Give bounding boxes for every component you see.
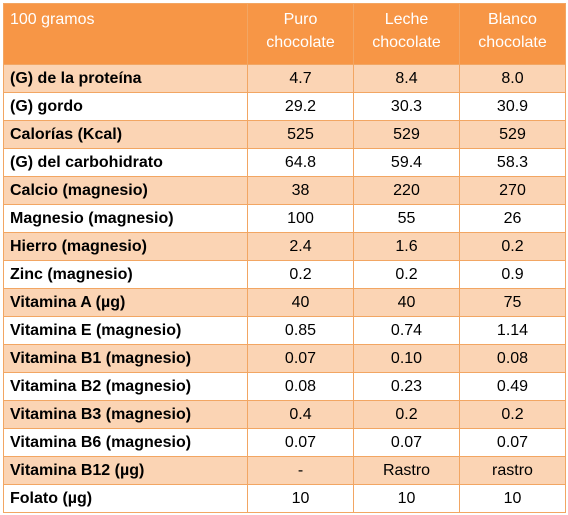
row-value: 0.4 — [247, 400, 354, 429]
table-body: (G) de la proteína 4.7 8.4 8.0 (G) gordo 29.2… — [3, 64, 566, 513]
table-row: (G) del carbohidrato 64.8 59.4 58.3 — [3, 148, 566, 177]
table-row: Vitamina B12 (µg) - Rastro rastro — [3, 456, 566, 485]
row-value: - — [247, 456, 354, 485]
row-value: 0.85 — [247, 316, 354, 345]
row-value: 40 — [353, 288, 460, 317]
row-value: 58.3 — [459, 148, 566, 177]
row-label: Vitamina B6 (magnesio) — [3, 428, 248, 457]
row-value: rastro — [459, 456, 566, 485]
header-col-line1: Puro — [283, 11, 318, 28]
row-label: (G) del carbohidrato — [3, 148, 248, 177]
row-label: Folato (µg) — [3, 484, 248, 513]
header-col-blanco: Blanco chocolate — [459, 3, 566, 65]
row-value: 10 — [459, 484, 566, 513]
nutrition-table-container: 100 gramos Puro chocolate Leche chocolat… — [3, 3, 566, 513]
row-value: 270 — [459, 176, 566, 205]
row-label: Calorías (Kcal) — [3, 120, 248, 149]
header-row: 100 gramos Puro chocolate Leche chocolat… — [3, 3, 566, 65]
row-label: Hierro (magnesio) — [3, 232, 248, 261]
row-label: Vitamina B12 (µg) — [3, 456, 248, 485]
table-row: (G) gordo 29.2 30.3 30.9 — [3, 92, 566, 121]
table-row: (G) de la proteína 4.7 8.4 8.0 — [3, 64, 566, 93]
row-value: 525 — [247, 120, 354, 149]
row-value: 55 — [353, 204, 460, 233]
table-row: Calorías (Kcal) 525 529 529 — [3, 120, 566, 149]
row-value: 220 — [353, 176, 460, 205]
row-value: 1.14 — [459, 316, 566, 345]
row-value: 10 — [247, 484, 354, 513]
row-value: 0.2 — [459, 232, 566, 261]
table-row: Vitamina E (magnesio) 0.85 0.74 1.14 — [3, 316, 566, 345]
row-value: 0.07 — [247, 344, 354, 373]
row-value: 0.10 — [353, 344, 460, 373]
row-value: 8.4 — [353, 64, 460, 93]
row-value: 0.07 — [459, 428, 566, 457]
row-label: Vitamina B3 (magnesio) — [3, 400, 248, 429]
header-col-leche: Leche chocolate — [353, 3, 460, 65]
table-row: Folato (µg) 10 10 10 — [3, 484, 566, 513]
row-value: 529 — [353, 120, 460, 149]
row-label: Vitamina A (µg) — [3, 288, 248, 317]
row-value: 0.07 — [247, 428, 354, 457]
header-col-puro: Puro chocolate — [247, 3, 354, 65]
row-value: 64.8 — [247, 148, 354, 177]
row-value: Rastro — [353, 456, 460, 485]
row-value: 0.49 — [459, 372, 566, 401]
header-col-line2: chocolate — [372, 34, 441, 51]
row-label: Zinc (magnesio) — [3, 260, 248, 289]
row-value: 75 — [459, 288, 566, 317]
row-value: 30.9 — [459, 92, 566, 121]
row-value: 0.2 — [353, 400, 460, 429]
nutrition-table: 100 gramos Puro chocolate Leche chocolat… — [3, 3, 566, 513]
row-label: Magnesio (magnesio) — [3, 204, 248, 233]
row-label: (G) gordo — [3, 92, 248, 121]
row-value: 529 — [459, 120, 566, 149]
row-value: 0.23 — [353, 372, 460, 401]
header-col-line2: chocolate — [266, 34, 335, 51]
row-value: 100 — [247, 204, 354, 233]
table-row: Zinc (magnesio) 0.2 0.2 0.9 — [3, 260, 566, 289]
row-value: 38 — [247, 176, 354, 205]
table-row: Vitamina B1 (magnesio) 0.07 0.10 0.08 — [3, 344, 566, 373]
row-value: 0.74 — [353, 316, 460, 345]
row-value: 40 — [247, 288, 354, 317]
row-value: 2.4 — [247, 232, 354, 261]
table-row: Vitamina B2 (magnesio) 0.08 0.23 0.49 — [3, 372, 566, 401]
row-value: 0.2 — [459, 400, 566, 429]
table-row: Hierro (magnesio) 2.4 1.6 0.2 — [3, 232, 566, 261]
row-value: 59.4 — [353, 148, 460, 177]
row-value: 0.2 — [353, 260, 460, 289]
row-label: Vitamina B1 (magnesio) — [3, 344, 248, 373]
row-label: Vitamina B2 (magnesio) — [3, 372, 248, 401]
row-value: 1.6 — [353, 232, 460, 261]
table-row: Vitamina B6 (magnesio) 0.07 0.07 0.07 — [3, 428, 566, 457]
row-value: 0.08 — [459, 344, 566, 373]
header-col-line1: Leche — [384, 11, 429, 28]
row-value: 0.9 — [459, 260, 566, 289]
row-label: Vitamina E (magnesio) — [3, 316, 248, 345]
row-value: 0.2 — [247, 260, 354, 289]
header-col-line2: chocolate — [478, 34, 547, 51]
row-value: 0.07 — [353, 428, 460, 457]
row-value: 29.2 — [247, 92, 354, 121]
header-col-line1: Blanco — [488, 11, 537, 28]
table-row: Magnesio (magnesio) 100 55 26 — [3, 204, 566, 233]
row-value: 30.3 — [353, 92, 460, 121]
row-value: 0.08 — [247, 372, 354, 401]
row-value: 26 — [459, 204, 566, 233]
row-value: 4.7 — [247, 64, 354, 93]
row-value: 10 — [353, 484, 460, 513]
row-label: Calcio (magnesio) — [3, 176, 248, 205]
row-value: 8.0 — [459, 64, 566, 93]
table-row: Vitamina B3 (magnesio) 0.4 0.2 0.2 — [3, 400, 566, 429]
table-header: 100 gramos Puro chocolate Leche chocolat… — [3, 3, 566, 65]
header-label: 100 gramos — [3, 3, 248, 65]
table-row: Vitamina A (µg) 40 40 75 — [3, 288, 566, 317]
row-label: (G) de la proteína — [3, 64, 248, 93]
table-row: Calcio (magnesio) 38 220 270 — [3, 176, 566, 205]
